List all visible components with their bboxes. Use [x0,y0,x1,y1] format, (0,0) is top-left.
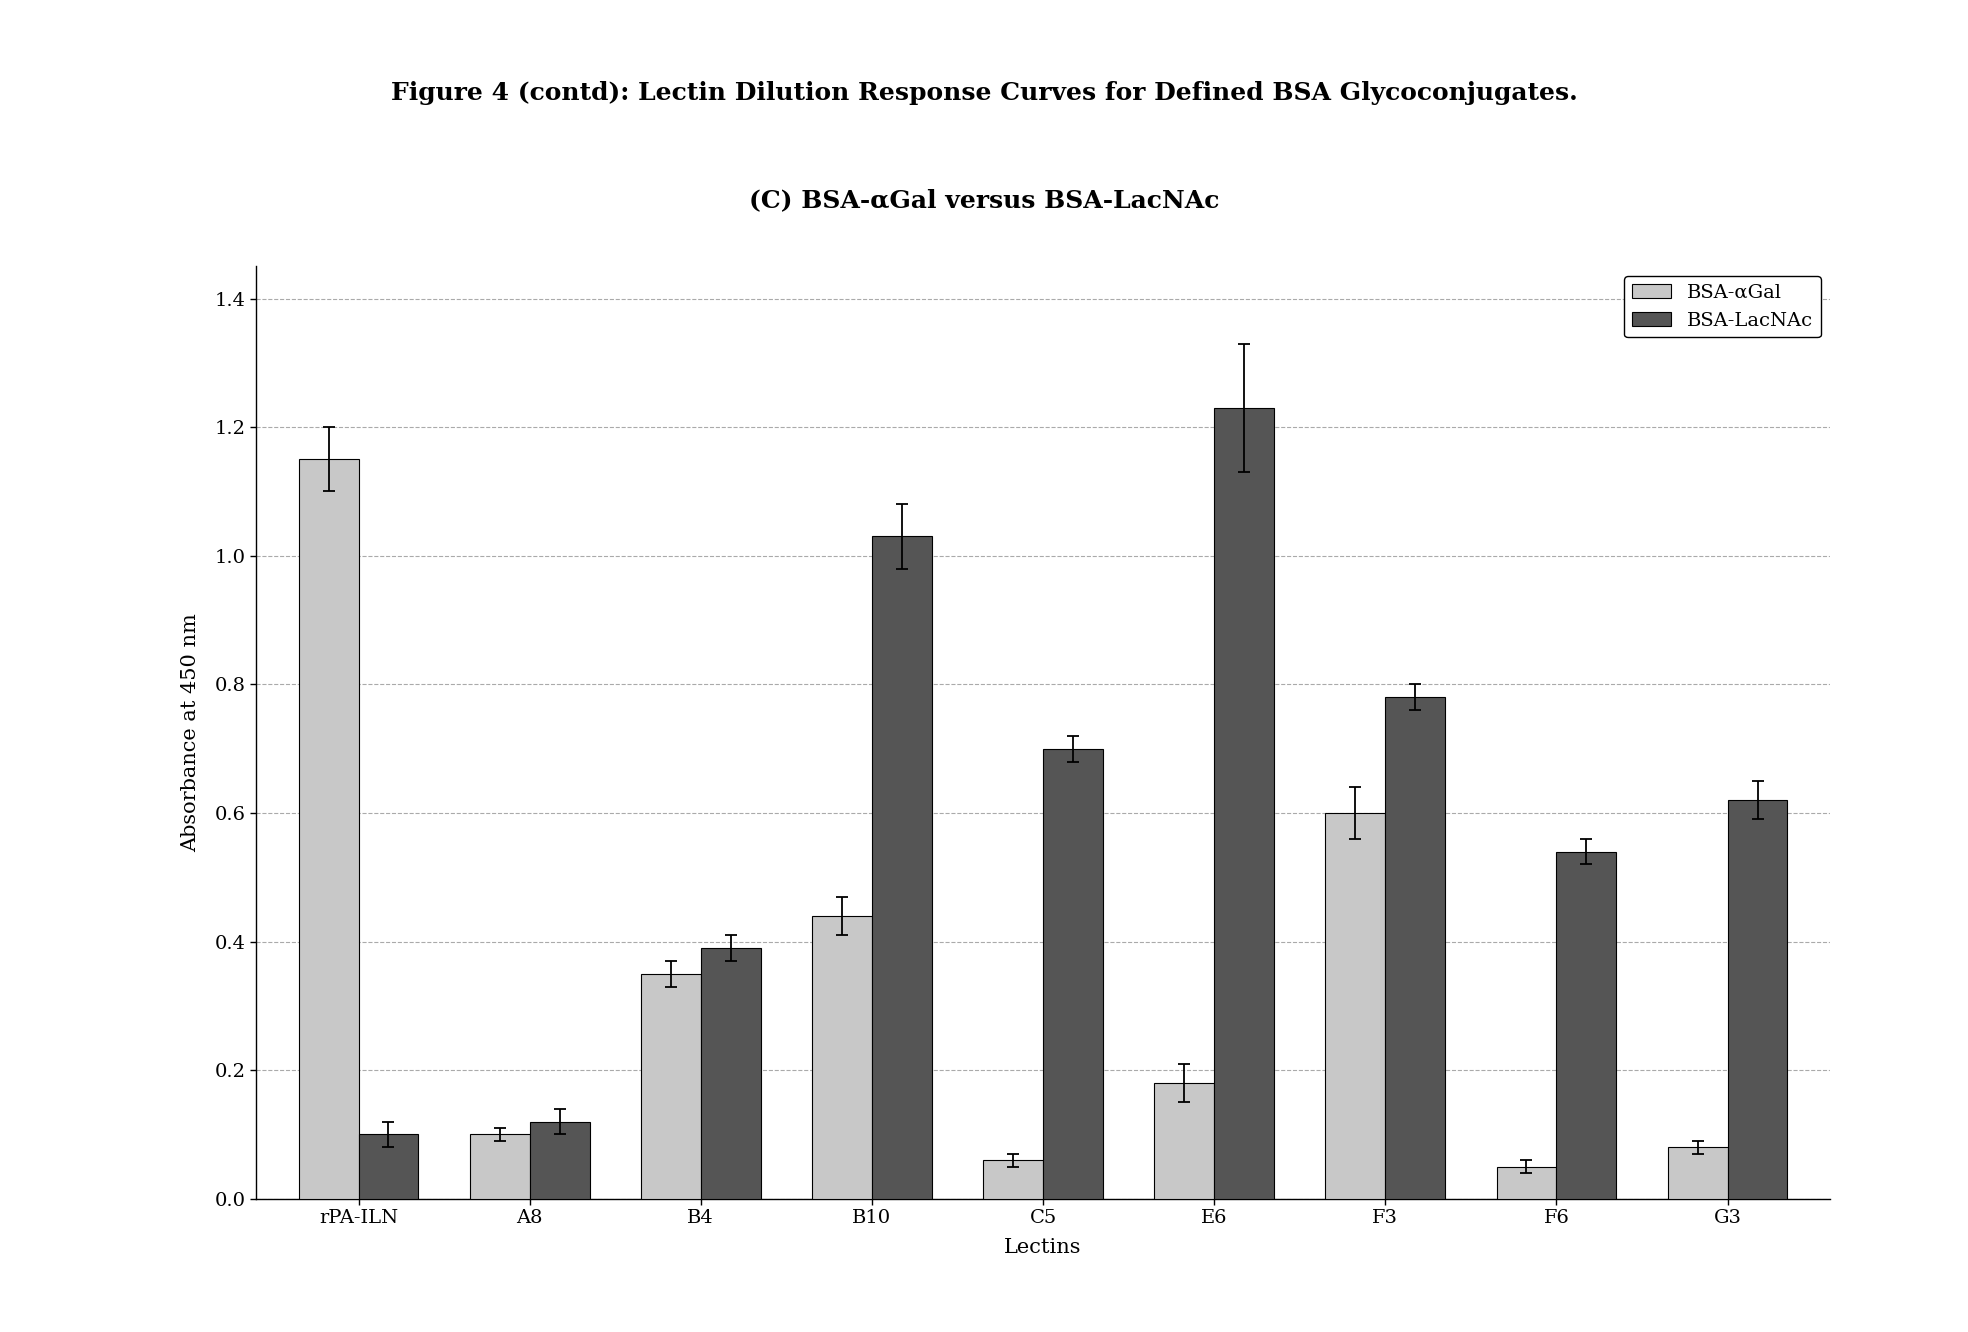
Text: Figure 4 (contd): Lectin Dilution Response Curves for Defined BSA Glycoconjugate: Figure 4 (contd): Lectin Dilution Respon… [390,81,1578,105]
Bar [358,1135,419,1199]
Bar [1155,1083,1214,1199]
Bar [1557,851,1616,1199]
Text: (C) BSA-αGal versus BSA-LacNAc: (C) BSA-αGal versus BSA-LacNAc [748,188,1220,212]
Bar [1324,813,1385,1199]
Bar [642,974,701,1199]
Bar [1496,1167,1557,1199]
Bar [1214,408,1273,1199]
Bar [701,948,762,1199]
Bar [1728,801,1787,1199]
Bar [470,1135,529,1199]
Bar [1667,1147,1728,1199]
Bar [813,916,872,1199]
Bar [1043,749,1102,1199]
Bar [529,1122,590,1199]
Bar [872,537,931,1199]
Bar [984,1160,1043,1199]
Bar [1385,697,1445,1199]
Bar [299,460,358,1199]
Legend: BSA-αGal, BSA-LacNAc: BSA-αGal, BSA-LacNAc [1624,276,1820,337]
Y-axis label: Absorbance at 450 nm: Absorbance at 450 nm [181,613,201,852]
X-axis label: Lectins: Lectins [1004,1239,1082,1257]
